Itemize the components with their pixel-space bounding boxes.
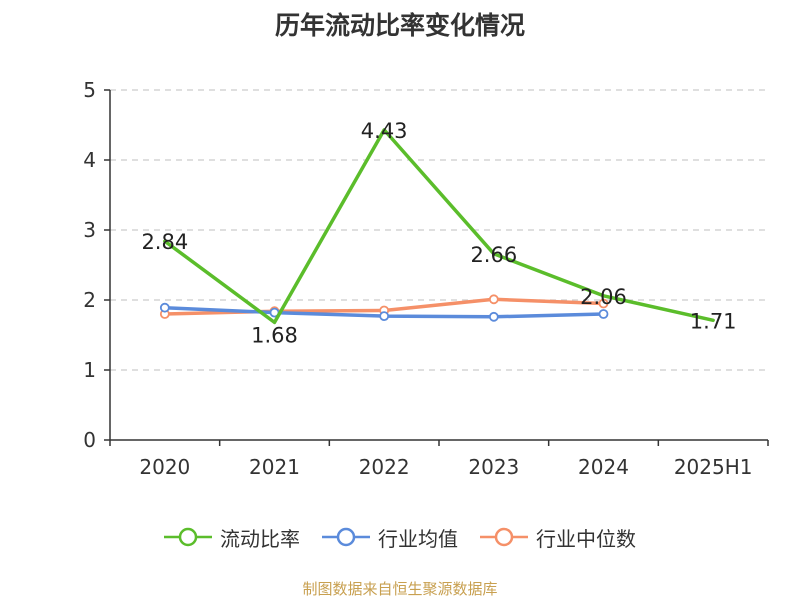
legend-item-industry-median[interactable]: 行业中位数 bbox=[480, 523, 636, 552]
x-tick-label: 2021 bbox=[249, 455, 300, 479]
x-tick-label: 2025H1 bbox=[674, 455, 753, 479]
data-point bbox=[488, 311, 499, 322]
legend-line-icon bbox=[322, 527, 370, 547]
data-point bbox=[598, 309, 609, 319]
series-line-0 bbox=[163, 128, 715, 325]
data-label: 4.43 bbox=[361, 119, 408, 143]
y-tick-label: 4 bbox=[83, 148, 96, 172]
legend-label: 流动比率 bbox=[220, 526, 300, 551]
y-tick-label: 1 bbox=[83, 358, 96, 382]
legend-label: 行业中位数 bbox=[536, 526, 636, 551]
y-tick-label: 2 bbox=[83, 288, 96, 312]
data-label: 1.68 bbox=[251, 323, 298, 347]
legend-item-current-ratio[interactable]: 流动比率 bbox=[164, 523, 300, 552]
source-note: 制图数据来自恒生聚源数据库 bbox=[302, 580, 498, 598]
x-tick-label: 2020 bbox=[139, 455, 190, 479]
x-tick-label: 2023 bbox=[468, 455, 519, 479]
legend-label: 行业均值 bbox=[378, 526, 458, 551]
data-point bbox=[379, 311, 390, 322]
chart-legend: 流动比率 行业均值 行业中位数 bbox=[0, 520, 800, 554]
data-label: 1.71 bbox=[690, 309, 737, 333]
legend-item-industry-mean[interactable]: 行业均值 bbox=[322, 523, 458, 552]
legend-line-icon bbox=[164, 527, 212, 547]
legend-line-icon bbox=[480, 527, 528, 547]
data-point bbox=[598, 298, 609, 309]
y-tick-label: 5 bbox=[83, 78, 96, 102]
data-label: 2.84 bbox=[141, 230, 188, 254]
chart-title: 历年流动比率变化情况 bbox=[274, 11, 525, 40]
data-point bbox=[488, 294, 499, 305]
data-label: 2.06 bbox=[580, 285, 627, 309]
data-label: 2.66 bbox=[470, 243, 517, 267]
x-tick-label: 2022 bbox=[359, 455, 410, 479]
y-tick-label: 3 bbox=[83, 218, 96, 242]
x-tick-label: 2024 bbox=[578, 455, 629, 479]
y-tick-label: 0 bbox=[83, 428, 96, 452]
data-point bbox=[159, 302, 170, 313]
